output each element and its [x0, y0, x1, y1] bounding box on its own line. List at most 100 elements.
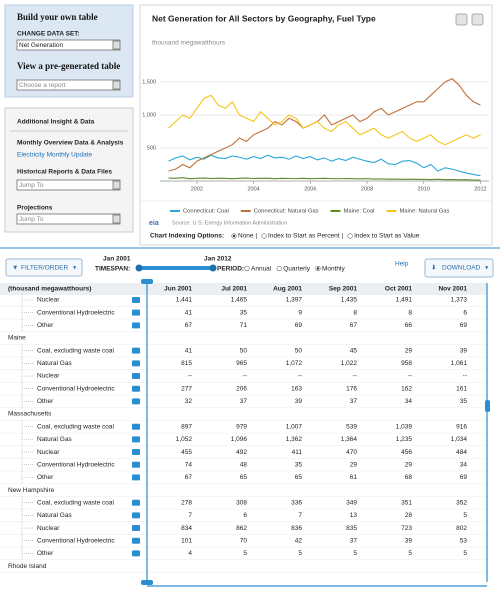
chart-icon[interactable] [132, 550, 140, 557]
cell: 5 [408, 550, 412, 557]
chart-icon[interactable] [132, 512, 140, 519]
cell: 834 [181, 525, 192, 532]
cell: 39 [405, 537, 413, 544]
caret: ▾ [73, 265, 77, 272]
x-tick-label: 2008 [361, 186, 373, 192]
group-label: Maine [8, 335, 26, 342]
chart-icon[interactable] [132, 436, 140, 443]
monthly-link[interactable]: Electricity Monthly Update [17, 152, 93, 159]
cell: 32 [185, 398, 193, 405]
cell: 163 [291, 385, 302, 392]
cell: 539 [346, 423, 357, 430]
chart-icon[interactable] [132, 537, 140, 544]
cell: 37 [240, 398, 248, 405]
cell: 1,235 [396, 436, 413, 443]
cell: 349 [346, 499, 357, 506]
chart-icon[interactable] [132, 398, 140, 405]
cell: 35 [295, 461, 303, 468]
cell: 352 [456, 499, 467, 506]
cell: -- [188, 373, 192, 380]
source: Source: U.S. Energy Information Administ… [172, 220, 287, 226]
row-label: Coal, excluding waste coal [37, 347, 115, 354]
chart-icon[interactable] [132, 474, 140, 481]
cell: 13 [350, 512, 358, 519]
cell: 9 [298, 309, 302, 316]
cell: 1,491 [396, 297, 413, 304]
cell: -- [353, 373, 357, 380]
cell: 37 [350, 398, 358, 405]
chart-icon[interactable] [132, 449, 140, 456]
cell: 71 [240, 322, 248, 329]
row-label: Coal, excluding waste coal [37, 423, 115, 430]
drag-handle[interactable] [485, 400, 490, 412]
row-label: Conventional Hydroelectric [37, 537, 115, 544]
cell: 916 [456, 423, 467, 430]
chart-icon[interactable] [132, 461, 140, 468]
x-tick-label: 2004 [247, 186, 259, 192]
historical-title: Historical Reports & Data Files [17, 169, 112, 176]
cell: 278 [181, 499, 192, 506]
cell: 45 [350, 347, 358, 354]
dataset-value: Net Generation [19, 42, 63, 49]
drag-handle[interactable] [141, 580, 153, 585]
cell: 35 [460, 398, 468, 405]
drag-handle[interactable] [141, 279, 153, 284]
chart-icon[interactable] [132, 499, 140, 506]
cell: 42 [295, 537, 303, 544]
row-label: Natural Gas [37, 360, 72, 367]
cell: 66 [405, 322, 413, 329]
cell: 802 [456, 525, 467, 532]
chart-icon[interactable] [132, 373, 140, 380]
cell: 277 [181, 385, 192, 392]
cell: -- [463, 373, 467, 380]
row-label: Other [37, 398, 54, 405]
cell: 336 [291, 499, 302, 506]
select-arrow [112, 180, 121, 190]
cell: 979 [236, 423, 247, 430]
select-arrow [112, 214, 121, 224]
row-label: Nuclear [37, 373, 60, 380]
cell: 206 [236, 385, 247, 392]
radio[interactable] [347, 233, 353, 239]
cell: 67 [185, 474, 193, 481]
series-line [168, 94, 481, 146]
cell: 8 [408, 309, 412, 316]
chart-icon[interactable] [132, 385, 140, 392]
chart-icon[interactable] [132, 525, 140, 532]
row-label: Nuclear [37, 297, 60, 304]
filter-button[interactable] [5, 258, 83, 277]
chart-icon[interactable] [132, 347, 140, 354]
cell: 61 [350, 474, 358, 481]
x-tick-label: 2002 [191, 186, 203, 192]
chart-icon[interactable] [132, 297, 140, 303]
help-link[interactable]: Help [395, 261, 409, 268]
legend-label: Maine: Coal [344, 209, 375, 215]
cell: 34 [405, 398, 413, 405]
pregen-title: View a pre-generated table [17, 61, 120, 71]
indexing-option: Index to Start as Percent | [268, 233, 343, 240]
x-tick-label: 2006 [304, 186, 316, 192]
chart-icon[interactable] [132, 322, 140, 329]
cell: 50 [295, 347, 303, 354]
cell: 162 [401, 385, 412, 392]
select-arrow [112, 80, 121, 90]
chart-icon[interactable] [132, 309, 140, 316]
series-line [168, 154, 481, 177]
legend: Connecticut: Coal Connecticut: Natural Ga… [170, 209, 450, 215]
radio[interactable] [261, 233, 267, 239]
legend-label: Connecticut: Natural Gas [254, 209, 319, 215]
row-label: Natural Gas [37, 436, 72, 443]
slider-handle[interactable] [209, 264, 217, 272]
export-icon[interactable] [471, 13, 484, 26]
slider-handle[interactable] [135, 264, 143, 272]
download-button[interactable] [424, 258, 494, 278]
radio[interactable] [244, 265, 250, 272]
radio[interactable] [276, 265, 282, 272]
x-tick-label: 2010 [418, 186, 430, 192]
chart-icon[interactable] [132, 423, 140, 430]
chart-icon[interactable] [132, 360, 140, 367]
print-icon[interactable] [455, 13, 468, 26]
build-title: Build your own table [17, 12, 98, 22]
cell: 161 [456, 385, 467, 392]
y-tick-label: 1,000 [142, 112, 156, 118]
